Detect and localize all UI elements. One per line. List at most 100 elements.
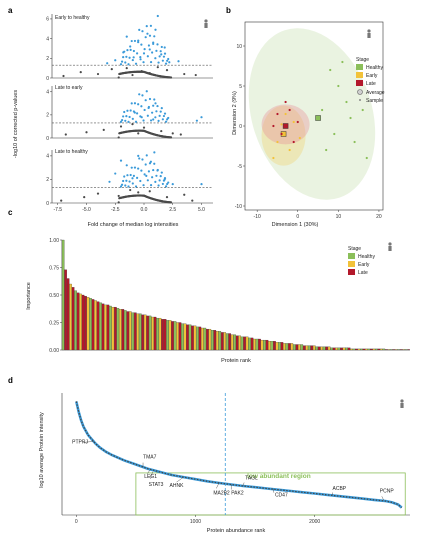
volcano-point-sig <box>168 61 171 64</box>
importance-bar <box>230 334 234 351</box>
volcano-point-sig <box>163 46 166 49</box>
volcano-point-sig <box>125 35 128 38</box>
pca-legend-average: Average <box>366 90 385 96</box>
volcano-point-sig <box>144 163 147 166</box>
importance-bar <box>288 343 291 351</box>
pca-sample-point <box>272 124 275 128</box>
volcano-point-sig <box>157 184 160 187</box>
importance-bar <box>315 346 319 351</box>
volcano-point-nonsig <box>158 74 161 78</box>
volcano-point-nonsig <box>131 73 134 77</box>
importance-bar <box>151 316 154 351</box>
volcano-point-nonsig <box>96 72 100 76</box>
importance-bar <box>173 321 177 351</box>
volcano-point-nonsig <box>64 133 67 136</box>
importance-bar <box>290 343 294 351</box>
volcano-point-sig <box>151 51 154 54</box>
pca-sample-point <box>365 156 368 160</box>
importance-bar <box>228 333 232 351</box>
importance-bar <box>365 348 368 351</box>
abund-curve-outline <box>75 401 403 509</box>
volcano-point-sig <box>125 55 128 58</box>
panel-c: c 1.000.750.500.250.00 Importance Protei… <box>8 208 410 364</box>
volcano-point-sig <box>124 184 127 187</box>
volcano-point-sig <box>122 115 125 118</box>
volcano-point-sig <box>156 14 159 18</box>
importance-bar <box>377 348 381 351</box>
panel-a-xlabel: Fold change of median log intensities <box>88 222 179 228</box>
importance-bar <box>248 337 251 351</box>
volcano-point-nonsig <box>96 192 100 195</box>
volcano-point-sig <box>132 174 135 178</box>
importance-bar <box>404 349 408 351</box>
importance-bar <box>91 299 95 351</box>
volcano-point-sig <box>160 107 163 110</box>
volcano-point-nonsig <box>167 201 170 204</box>
healthy-confidence-ellipse <box>248 28 376 200</box>
volcano-point-sig <box>154 28 157 31</box>
importance-bar <box>255 338 259 351</box>
importance-bar <box>79 293 82 351</box>
volcano-point-sig <box>129 48 132 51</box>
importance-bar <box>278 342 281 351</box>
volcano-point-sig <box>130 166 133 169</box>
volcano-point-sig <box>141 94 144 97</box>
volcano-point-sig <box>128 56 131 59</box>
volcano-point-nonsig <box>155 74 158 77</box>
pca-sample-point <box>345 100 348 104</box>
importance-bar <box>342 347 346 351</box>
volcano-point-sig <box>131 182 134 185</box>
volcano-point-sig <box>106 62 109 65</box>
pca-sample-point <box>329 68 332 72</box>
volcano-point-nonsig <box>124 130 127 134</box>
volcano-point-nonsig <box>79 70 82 74</box>
volcano-point-nonsig <box>121 72 124 75</box>
volcano-point-sig <box>152 168 155 172</box>
volcano-point-sig <box>147 44 151 47</box>
volcano-point-sig <box>158 179 161 182</box>
volcano-point-sig <box>143 48 146 51</box>
volcano-point-sig <box>141 158 144 161</box>
protein-annotation-leader <box>272 488 275 493</box>
pca-sample-point <box>298 136 301 140</box>
volcano-point-sig <box>126 109 129 112</box>
volcano-point-sig <box>137 154 140 157</box>
volcano-point-nonsig <box>110 68 113 71</box>
panel-d-xlabel: Protein abundance rank <box>207 528 266 534</box>
importance-bar <box>158 317 162 351</box>
volcano-point-sig <box>149 119 153 122</box>
volcano-point-sig <box>153 151 156 154</box>
volcano-point-nonsig <box>102 128 105 132</box>
volcano-point-sig <box>157 119 160 122</box>
importance-bar <box>116 308 120 351</box>
subplot-title-late-healthy: Late to healthy <box>55 149 88 155</box>
importance-bar <box>397 349 401 351</box>
volcano-point-nonsig <box>183 193 186 196</box>
importance-bar <box>186 324 189 351</box>
volcano-point-sig <box>167 57 170 61</box>
pca-sample-point <box>288 108 291 112</box>
volcano-point-nonsig <box>142 70 146 73</box>
protein-annotation-leader <box>147 469 151 474</box>
importance-bar <box>133 312 137 351</box>
importance-bar <box>347 347 351 351</box>
importance-bar <box>64 269 67 351</box>
importance-bar <box>317 346 321 351</box>
volcano-point-sig <box>149 24 152 27</box>
volcano-y-tick-label: 4 <box>46 154 49 160</box>
volcano-point-sig <box>138 28 141 31</box>
importance-bar <box>399 349 403 351</box>
volcano-point-nonsig <box>148 190 151 193</box>
volcano-point-sig <box>129 45 132 48</box>
protein-annotation-leader <box>176 476 184 483</box>
pca-plot-frame <box>244 21 384 211</box>
volcano-point-sig <box>142 119 145 122</box>
volcano-point-sig <box>152 118 155 121</box>
volcano-point-sig <box>167 116 170 120</box>
volcano-point-sig <box>122 56 125 59</box>
pca-sample-point <box>292 140 295 144</box>
volcano-x-tick-label: -2.5 <box>111 207 120 213</box>
protein-annotation-label: TAGL <box>245 476 258 482</box>
volcano-point-sig <box>122 179 125 183</box>
volcano-point-sig <box>133 102 137 105</box>
